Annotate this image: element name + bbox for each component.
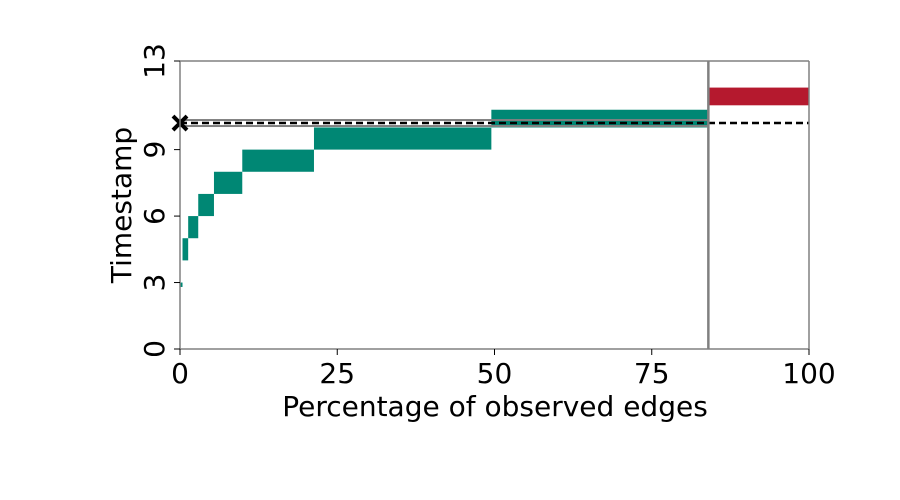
bars-layer <box>180 87 809 287</box>
y-tick-label: 3 <box>138 274 171 292</box>
x-tick-label: 100 <box>782 357 835 390</box>
y-tick-label: 9 <box>138 141 171 159</box>
observed-bar-3 <box>198 193 214 217</box>
observed-bar-7 <box>491 109 709 128</box>
observed-bar-0 <box>180 282 183 287</box>
x-tick-label: 75 <box>634 357 670 390</box>
y-tick-label: 6 <box>138 207 171 225</box>
observed-bar-2 <box>188 216 199 239</box>
y-axis-label: Timestamp <box>105 127 138 284</box>
observed-bar-5 <box>242 149 314 172</box>
x-tick-label: 25 <box>319 357 355 390</box>
tick-labels: 0 25 50 75 100 0 3 6 9 13 <box>138 43 836 390</box>
x-axis-label: Percentage of observed edges <box>282 390 708 423</box>
observed-bar-1 <box>182 238 189 261</box>
unobserved-bar-0 <box>708 87 809 106</box>
y-tick-label: 0 <box>138 340 171 358</box>
observed-bar-6 <box>313 127 492 150</box>
x-tick-label: 50 <box>477 357 513 390</box>
observed-bar-4 <box>213 171 243 194</box>
y-tick-label: 13 <box>138 43 171 79</box>
x-tick-label: 0 <box>171 357 189 390</box>
